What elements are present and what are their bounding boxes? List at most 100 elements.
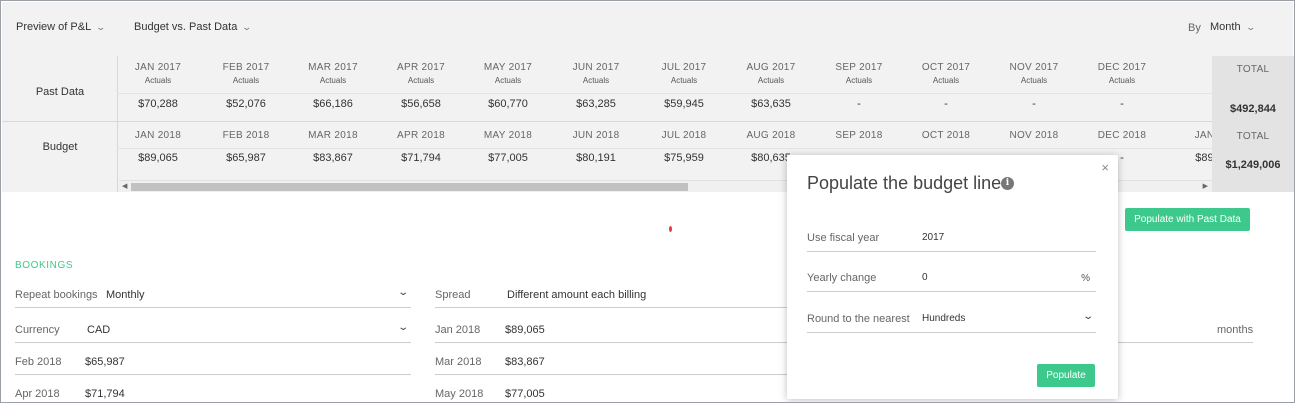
month-header: MAY 2017 bbox=[483, 62, 533, 73]
amount-field-feb-2018[interactable]: Feb 2018 $65,987 bbox=[15, 351, 411, 375]
month-header: JUL 2018 bbox=[661, 130, 707, 141]
budget-column: AUG 2018 $80,635 bbox=[727, 130, 815, 164]
actuals-label: Actuals bbox=[582, 76, 610, 85]
amount-field-may-2018[interactable]: May 2018 $77,005 bbox=[435, 383, 795, 402]
amount-field-mar-2018[interactable]: Mar 2018 $83,867 bbox=[435, 351, 795, 375]
info-icon[interactable]: i bbox=[1001, 177, 1014, 190]
month-header: JAN 2017 bbox=[134, 62, 182, 73]
month-header: AUG 2017 bbox=[746, 62, 796, 73]
yearly-change-field[interactable]: Yearly change 0 % bbox=[807, 268, 1096, 292]
past-data-cell: - bbox=[857, 98, 861, 110]
chevron-down-icon: ⌄ bbox=[1081, 311, 1094, 322]
budget-column: MAR 2018 $83,867 bbox=[289, 130, 377, 164]
spread-select[interactable]: Spread Different amount each billing bbox=[435, 284, 795, 308]
past-data-column: APR 2017 Actuals $56,658 bbox=[377, 62, 465, 110]
past-header-divider bbox=[117, 93, 1212, 94]
budget-preview-panel: Preview of P&L ⌄ Budget vs. Past Data ⌄ By… bbox=[2, 2, 1294, 192]
months-field[interactable] bbox=[1117, 319, 1253, 343]
budget-header-divider bbox=[117, 148, 1212, 149]
actuals-label: Actuals bbox=[232, 76, 260, 85]
budget-column: DEC 2018 - bbox=[1078, 130, 1166, 164]
populate-with-past-data-button[interactable]: Populate with Past Data bbox=[1125, 208, 1250, 231]
past-data-column: JAN 2017 Actuals $70,288 bbox=[114, 62, 202, 110]
budget-column: MAY 2018 $77,005 bbox=[464, 130, 552, 164]
populate-budget-popover: × Populate the budget line i Use fiscal … bbox=[787, 155, 1118, 399]
currency-value: CAD bbox=[87, 324, 111, 336]
repeat-bookings-select[interactable]: Repeat bookings Monthly ⌄ bbox=[15, 284, 411, 308]
bookings-section-title: BOOKINGS bbox=[15, 260, 74, 271]
month-header: FEB 2018 bbox=[222, 130, 270, 141]
budget-column: JUL 2018 $75,959 bbox=[640, 130, 728, 164]
fiscal-year-label: Use fiscal year bbox=[807, 232, 880, 244]
month-header: MAY 2018 bbox=[483, 130, 533, 141]
month-header: JUN 2017 bbox=[572, 62, 620, 73]
actuals-label: Actuals bbox=[845, 76, 873, 85]
compare-dropdown-label: Budget vs. Past Data bbox=[134, 21, 238, 33]
month-header: FEB 2017 bbox=[222, 62, 270, 73]
budget-total-header: TOTAL bbox=[1236, 131, 1270, 142]
amount-field-label: Feb 2018 bbox=[15, 356, 62, 368]
populate-button[interactable]: Populate bbox=[1037, 364, 1095, 387]
preview-dropdown[interactable]: Preview of P&L ⌄ bbox=[16, 21, 106, 33]
past-total-value: $492,844 bbox=[1230, 103, 1276, 115]
actuals-label: Actuals bbox=[1108, 76, 1136, 85]
amount-field-value: $89,065 bbox=[505, 324, 545, 336]
yearly-change-value: 0 bbox=[922, 272, 928, 283]
past-total-header: TOTAL bbox=[1236, 64, 1270, 75]
budget-cell: - bbox=[1120, 152, 1124, 164]
budget-cell: $80,191 bbox=[576, 152, 616, 164]
past-data-column: JUN 2017 Actuals $63,285 bbox=[552, 62, 640, 110]
spread-label: Spread bbox=[435, 289, 471, 301]
actuals-label: Actuals bbox=[757, 76, 785, 85]
budget-row-label: Budget bbox=[42, 141, 78, 153]
month-header: AUG 2018 bbox=[746, 130, 796, 141]
scroll-right-icon[interactable]: ▶ bbox=[1202, 183, 1208, 190]
past-data-cell: $70,288 bbox=[138, 98, 178, 110]
repeat-bookings-label: Repeat bookings bbox=[15, 289, 98, 301]
month-header: OCT 2018 bbox=[921, 130, 971, 141]
chevron-down-icon: ⌄ bbox=[396, 287, 409, 298]
budget-total-value: $1,249,006 bbox=[1225, 159, 1281, 171]
actuals-label: Actuals bbox=[1020, 76, 1048, 85]
amount-field-value: $77,005 bbox=[505, 388, 545, 400]
month-header: JAN 2 bbox=[1194, 130, 1224, 141]
popover-title: Populate the budget line bbox=[807, 173, 1002, 193]
actuals-label: Actuals bbox=[319, 76, 347, 85]
amount-field-label: Mar 2018 bbox=[435, 356, 482, 368]
scrollbar-thumb[interactable] bbox=[131, 183, 688, 191]
compare-dropdown[interactable]: Budget vs. Past Data ⌄ bbox=[134, 21, 252, 33]
month-header: MAR 2018 bbox=[308, 130, 358, 141]
chevron-down-icon: ⌄ bbox=[396, 322, 409, 333]
month-header: MAR 2017 bbox=[308, 62, 358, 73]
currency-label: Currency bbox=[15, 324, 60, 336]
month-header: JAN 2018 bbox=[134, 130, 182, 141]
past-data-column: MAY 2017 Actuals $60,770 bbox=[464, 62, 552, 110]
amount-field-jan-2018[interactable]: Jan 2018 $89,065 bbox=[435, 319, 795, 343]
amount-field-label: Jan 2018 bbox=[435, 324, 481, 336]
close-icon[interactable]: × bbox=[1101, 160, 1109, 175]
budget-column: NOV 2018 bbox=[990, 130, 1078, 152]
actuals-label: Actuals bbox=[407, 76, 435, 85]
budget-cell: $77,005 bbox=[488, 152, 528, 164]
fiscal-year-field[interactable]: Use fiscal year 2017 bbox=[807, 228, 1096, 252]
budget-column: APR 2018 $71,794 bbox=[377, 130, 465, 164]
budget-column: FEB 2018 $65,987 bbox=[202, 130, 290, 164]
chevron-down-icon: ⌄ bbox=[1245, 22, 1256, 32]
past-data-cell: - bbox=[1120, 98, 1124, 110]
past-data-column: OCT 2017 Actuals - bbox=[902, 62, 990, 110]
period-dropdown[interactable]: Month ⌄ bbox=[1210, 21, 1256, 33]
actuals-label: Actuals bbox=[494, 76, 522, 85]
currency-select[interactable]: Currency CAD ⌄ bbox=[15, 319, 411, 343]
budget-column: JUN 2018 $80,191 bbox=[552, 130, 640, 164]
percent-suffix: % bbox=[1081, 273, 1090, 284]
preview-dropdown-label: Preview of P&L bbox=[16, 21, 92, 33]
budget-column: JAN 2018 $89,065 bbox=[114, 130, 202, 164]
amount-field-apr-2018[interactable]: Apr 2018 $71,794 bbox=[15, 383, 411, 402]
round-to-nearest-select[interactable]: Round to the nearest Hundreds ⌄ bbox=[807, 309, 1096, 333]
past-data-cell: - bbox=[944, 98, 948, 110]
scroll-left-icon[interactable]: ◀ bbox=[122, 183, 128, 190]
actuals-label: Actuals bbox=[144, 76, 172, 85]
label-column-divider bbox=[117, 56, 118, 192]
past-data-cell: $63,635 bbox=[751, 98, 791, 110]
